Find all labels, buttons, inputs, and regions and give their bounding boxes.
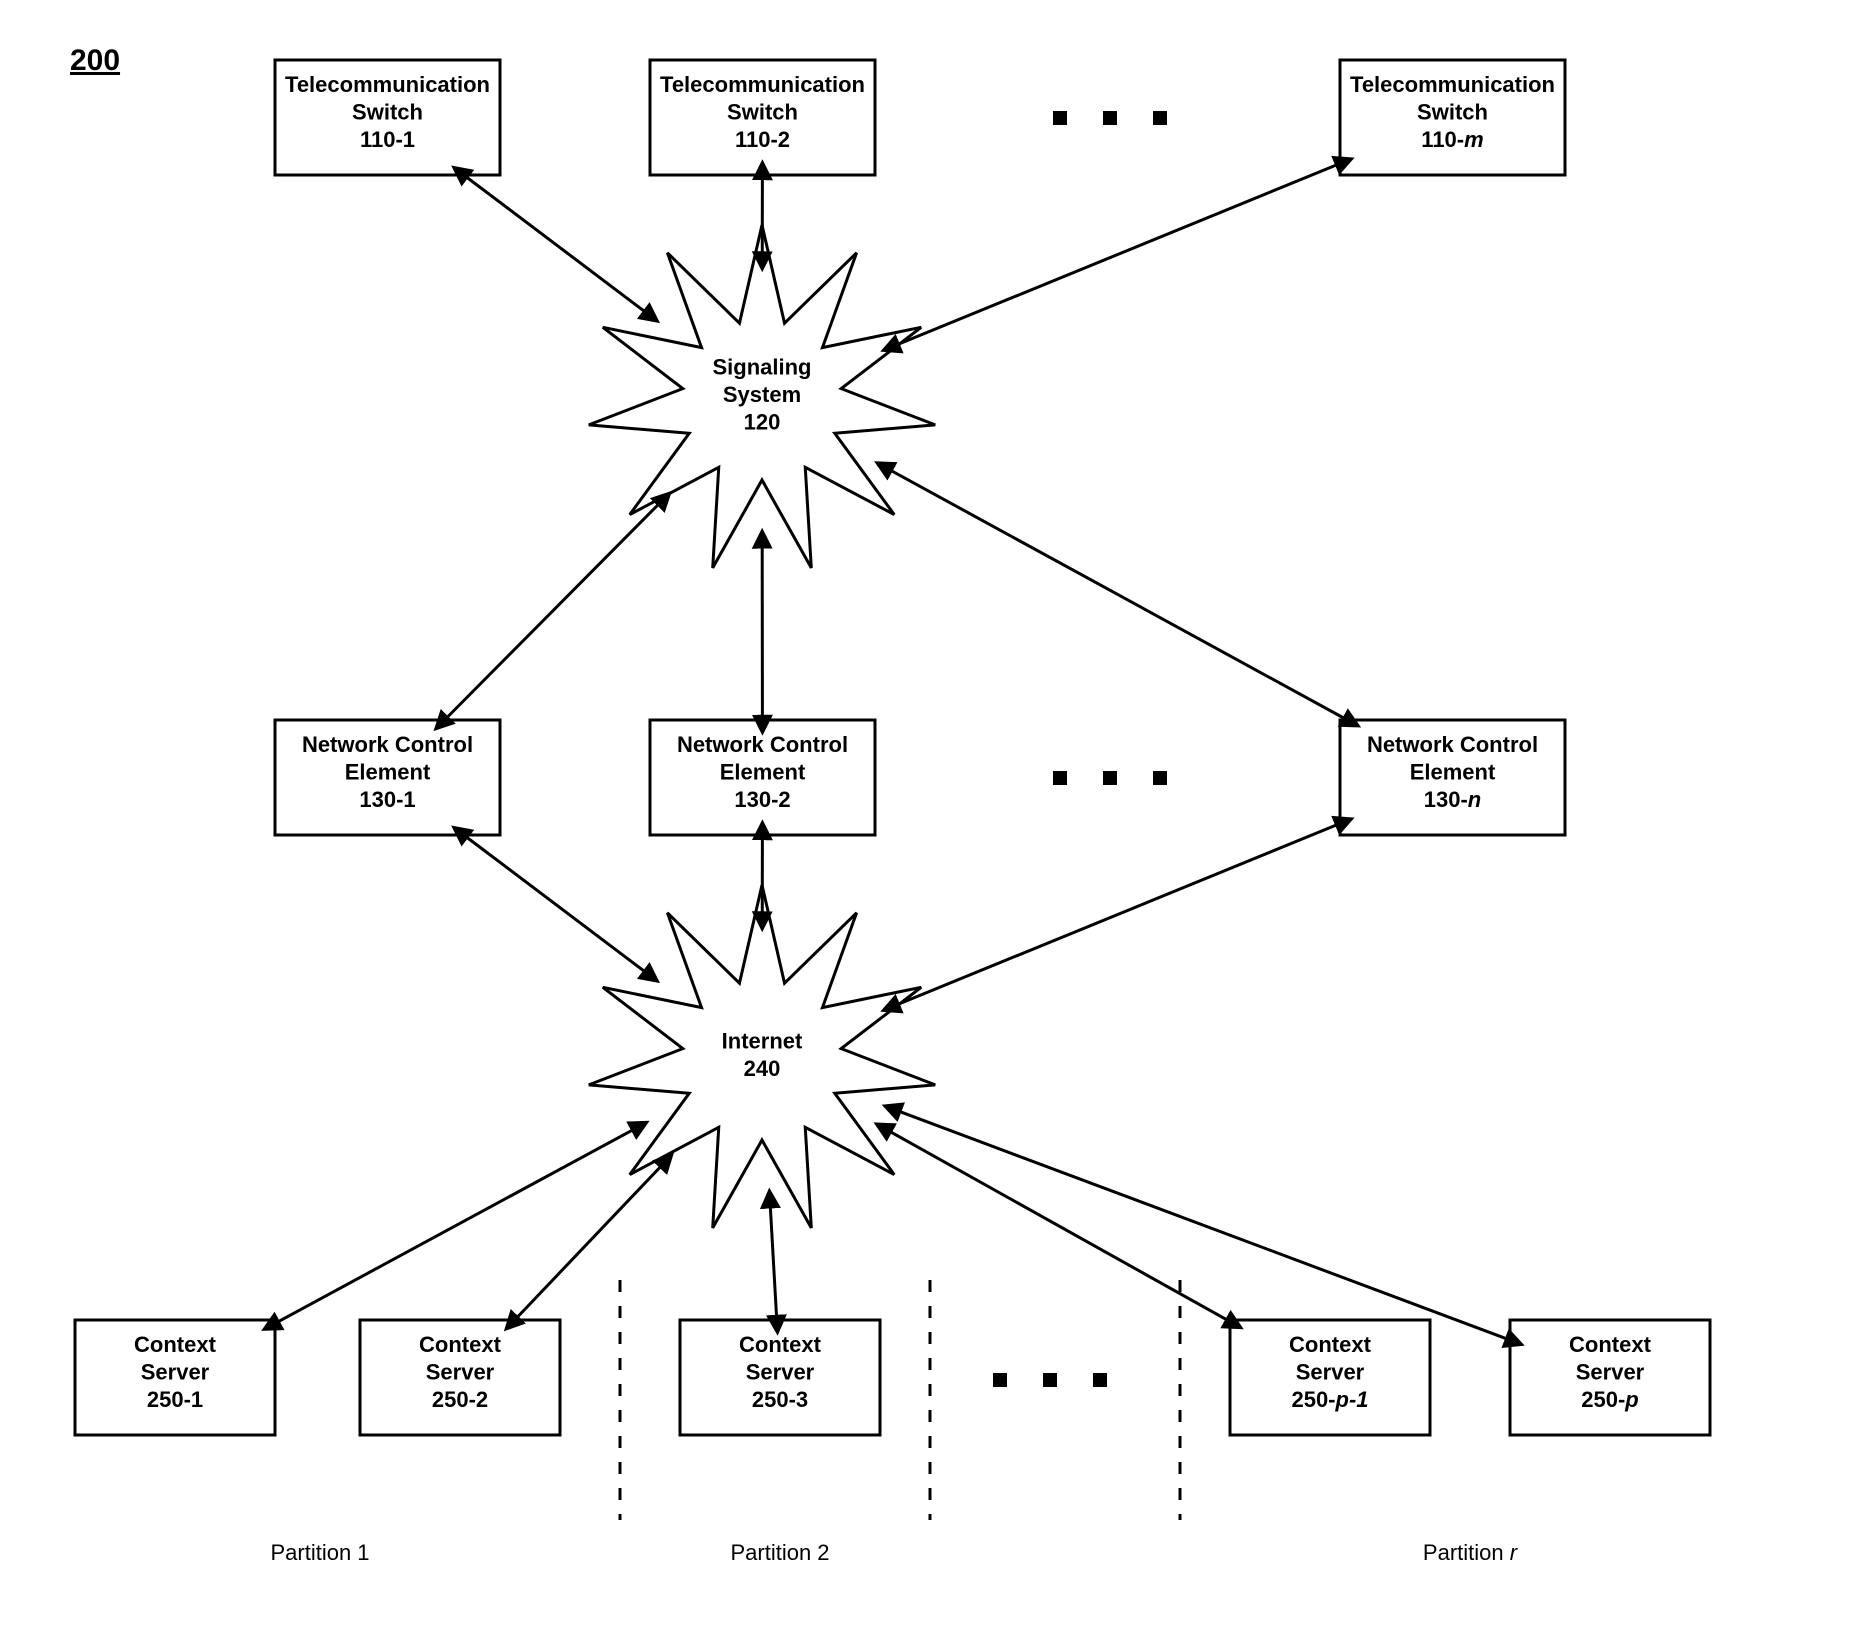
- edge-ts1-sig: [464, 175, 648, 314]
- edge-net-cs2: [515, 1164, 663, 1320]
- edge-net-csp1: [887, 1130, 1230, 1322]
- svg-text:ContextServer250-p-1: ContextServer250-p-1: [1289, 1332, 1372, 1412]
- edge-tsm-sig: [895, 164, 1340, 346]
- edge-sig-ncn: [888, 469, 1347, 720]
- ellipsis-dot: [993, 1373, 1007, 1387]
- ellipsis-dot: [1043, 1373, 1057, 1387]
- edge-net-cs1: [275, 1128, 636, 1323]
- edge-net-cs3: [770, 1203, 777, 1320]
- partition-label: Partition 2: [730, 1540, 829, 1565]
- figure-number: 200: [70, 44, 120, 77]
- ellipsis-dot: [1153, 111, 1167, 125]
- ellipsis-dot: [1053, 771, 1067, 785]
- partition-label: Partition 1: [270, 1540, 369, 1565]
- ellipsis-dot: [1103, 771, 1117, 785]
- edge-sig-nc1: [445, 502, 661, 720]
- partition-label: Partition r: [1423, 1540, 1519, 1565]
- ellipsis-dot: [1153, 771, 1167, 785]
- ellipsis-dot: [1053, 111, 1067, 125]
- ellipsis-dot: [1093, 1373, 1107, 1387]
- edge-nc1-net: [464, 835, 648, 974]
- ellipsis-dot: [1103, 111, 1117, 125]
- edge-ncn-net: [895, 824, 1340, 1006]
